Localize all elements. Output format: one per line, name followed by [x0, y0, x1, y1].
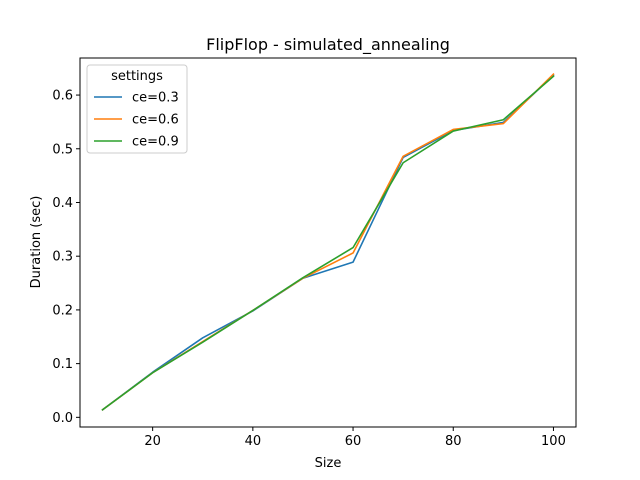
- plot-lines: [101, 72, 555, 411]
- x-tick-label: 100: [541, 434, 566, 449]
- legend-label: ce=0.6: [132, 113, 179, 128]
- y-tick-label: 0.2: [52, 303, 73, 318]
- plot-area-frame: [79, 57, 577, 428]
- y-tick-label: 0.4: [52, 196, 73, 211]
- y-tick-label: 0.6: [52, 89, 73, 104]
- y-tick-label: 0.3: [52, 250, 73, 265]
- y-tick-label: 0.0: [52, 411, 73, 426]
- chart-title: FlipFlop - simulated_annealing: [206, 35, 450, 55]
- legend-label: ce=0.9: [132, 135, 179, 150]
- x-tick-label: 40: [245, 434, 262, 449]
- legend-title: settings: [111, 69, 163, 84]
- y-tick-label: 0.1: [52, 357, 73, 372]
- y-axis-label: Duration (sec): [29, 196, 44, 289]
- x-axis-label: Size: [315, 456, 342, 471]
- series-line: [101, 75, 555, 411]
- x-axis-ticks: 20 40 60 80 100: [144, 427, 566, 449]
- legend-label: ce=0.3: [132, 91, 179, 106]
- legend: settings ce=0.3 ce=0.6 ce=0.9: [86, 64, 188, 154]
- x-tick-label: 20: [144, 434, 161, 449]
- y-tick-label: 0.5: [52, 142, 73, 157]
- y-axis-ticks: 0.0 0.1 0.2 0.3 0.4 0.5 0.6: [52, 89, 80, 426]
- x-tick-label: 60: [345, 434, 362, 449]
- legend-entries: ce=0.3 ce=0.6 ce=0.9: [94, 91, 179, 150]
- legend-box: [86, 64, 188, 154]
- x-tick-label: 80: [445, 434, 462, 449]
